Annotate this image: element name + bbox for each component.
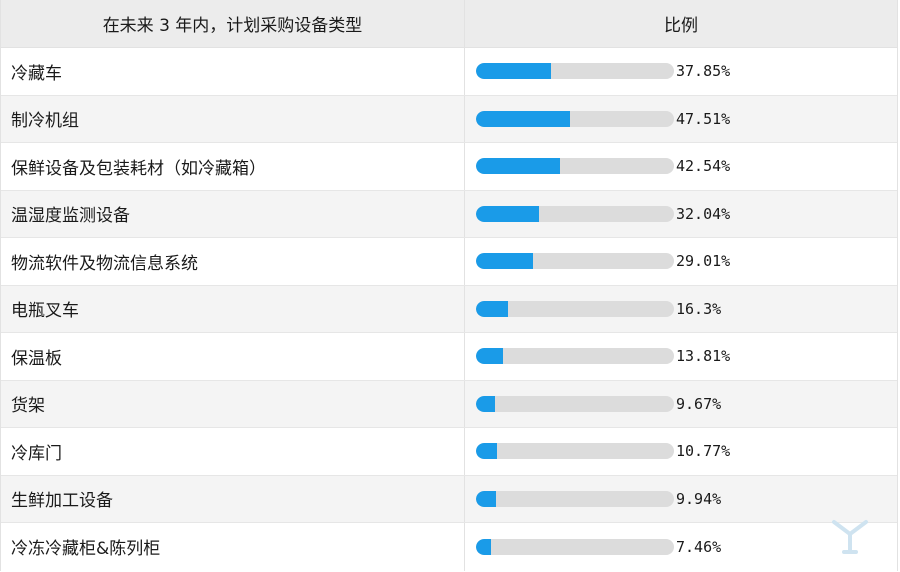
category-column-header: 在未来 3 年内，计划采购设备类型 [1, 0, 465, 47]
percentage-label: 13.81% [676, 347, 731, 366]
bar-fill [476, 205, 540, 222]
percentage-label: 9.94% [676, 489, 722, 508]
bar-cell: 42.54% [465, 143, 897, 190]
category-label: 电瓶叉车 [1, 285, 465, 332]
percentage-label: 7.46% [676, 537, 722, 556]
table-row: 保温板 13.81% [1, 333, 897, 381]
bar-track [476, 300, 674, 317]
bar-fill [476, 443, 498, 460]
bar-fill [476, 538, 491, 555]
bar-track [476, 158, 674, 175]
bar-fill [476, 490, 496, 507]
table-row: 冷藏车 37.85% [1, 48, 897, 96]
bar-track [476, 63, 674, 80]
table-body: 冷藏车 37.85% 制冷机组 47.51% 保鲜设备及包装耗材（如冷藏箱） 42.54%… [1, 48, 897, 571]
table-row: 电瓶叉车 16.3% [1, 285, 897, 333]
category-label: 物流软件及物流信息系统 [1, 238, 465, 285]
category-label: 货架 [1, 380, 465, 427]
category-label: 冷冻冷藏柜&陈列柜 [1, 523, 465, 571]
category-label: 温湿度监测设备 [1, 190, 465, 237]
bar-track [476, 253, 674, 270]
percentage-label: 42.54% [676, 157, 731, 176]
category-label: 制冷机组 [1, 95, 465, 142]
percentage-label: 37.85% [676, 62, 731, 81]
table-row: 生鲜加工设备 9.94% [1, 475, 897, 523]
bar-track [476, 110, 674, 127]
bar-fill [476, 63, 551, 80]
table-row: 物流软件及物流信息系统 29.01% [1, 238, 897, 286]
category-label: 保温板 [1, 333, 465, 380]
bar-fill [476, 253, 534, 270]
bar-cell: 13.81% [465, 333, 897, 380]
bar-cell: 32.04% [465, 191, 897, 238]
bar-cell: 9.94% [465, 476, 897, 523]
category-label: 生鲜加工设备 [1, 475, 465, 522]
bar-cell: 10.77% [465, 428, 897, 475]
category-label: 冷库门 [1, 428, 465, 475]
bar-track [476, 538, 674, 555]
bar-cell: 37.85% [465, 48, 897, 95]
bar-track [476, 395, 674, 412]
table-row: 温湿度监测设备 32.04% [1, 190, 897, 238]
percentage-label: 29.01% [676, 252, 731, 271]
bar-track [476, 443, 674, 460]
bar-cell: 16.3% [465, 286, 897, 333]
percentage-label: 10.77% [676, 442, 731, 461]
percentage-label: 9.67% [676, 394, 722, 413]
ratio-column-header: 比例 [664, 16, 698, 36]
bar-cell: 29.01% [465, 238, 897, 285]
bar-fill [476, 158, 561, 175]
watermark-logo-icon [832, 520, 868, 554]
percentage-label: 47.51% [676, 109, 731, 128]
bar-track [476, 490, 674, 507]
table-row: 制冷机组 47.51% [1, 95, 897, 143]
category-label: 冷藏车 [1, 48, 465, 95]
percentage-label: 32.04% [676, 204, 731, 223]
bar-track [476, 205, 674, 222]
bar-cell: 7.46% [465, 523, 897, 571]
table-row: 保鲜设备及包装耗材（如冷藏箱） 42.54% [1, 143, 897, 191]
bar-cell: 47.51% [465, 96, 897, 143]
category-label: 保鲜设备及包装耗材（如冷藏箱） [1, 143, 465, 190]
table-row: 货架 9.67% [1, 380, 897, 428]
bar-fill [476, 300, 509, 317]
bar-track [476, 348, 674, 365]
bar-fill [476, 395, 496, 412]
table-row: 冷冻冷藏柜&陈列柜 7.46% [1, 523, 897, 571]
bar-fill [476, 348, 504, 365]
percentage-label: 16.3% [676, 299, 722, 318]
bar-fill [476, 110, 571, 127]
table-header: 在未来 3 年内，计划采购设备类型 比例 [1, 0, 897, 48]
table-row: 冷库门 10.77% [1, 428, 897, 476]
bar-cell: 9.67% [465, 381, 897, 428]
